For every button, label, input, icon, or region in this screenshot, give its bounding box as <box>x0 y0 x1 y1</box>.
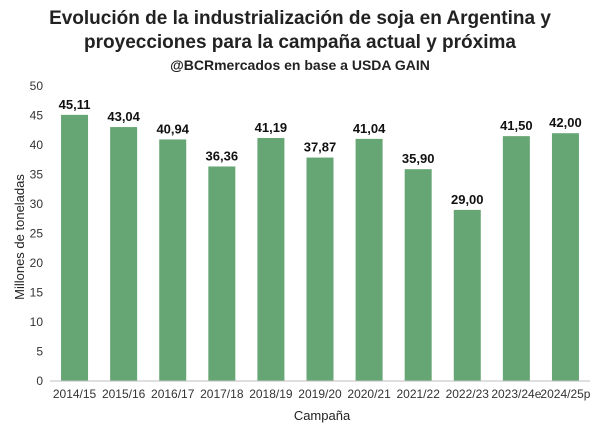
bar <box>61 114 89 381</box>
bar-value-label: 42,00 <box>549 115 582 130</box>
y-tick-label: 0 <box>36 374 43 388</box>
y-axis: 0 5 10 15 20 25 30 35 40 45 50 <box>30 79 44 388</box>
x-tick-label: 2022/23 <box>446 387 490 401</box>
bar-value-label: 43,04 <box>107 109 140 124</box>
bar <box>355 138 383 381</box>
bars: 45,11 43,04 40,94 36,36 41,19 37,87 41,04 35,90… <box>59 97 582 382</box>
bar-value-label: 37,87 <box>304 140 337 155</box>
chart-subtitle: @BCRmercados en base a USDA GAIN <box>170 57 430 73</box>
bar-value-label: 41,50 <box>500 118 533 133</box>
bar-value-label: 41,04 <box>353 121 386 136</box>
x-axis-label: Campaña <box>294 408 351 423</box>
x-tick-label: 2015/16 <box>102 387 146 401</box>
chart-title-line2: proyecciones para la campaña actual y pr… <box>84 32 516 53</box>
bar <box>502 136 530 381</box>
y-tick-label: 20 <box>30 256 44 270</box>
x-axis: 2014/15 2015/16 2016/17 2017/18 2018/19 2019/… <box>50 380 591 401</box>
x-tick-label: 2018/19 <box>249 387 293 401</box>
x-tick-label: 2016/17 <box>151 387 195 401</box>
y-tick-label: 15 <box>30 286 44 300</box>
bar <box>110 127 138 382</box>
bar <box>257 137 285 381</box>
chart-title: Evolución de la industrialización de soj… <box>49 8 551 29</box>
y-tick-label: 5 <box>36 345 43 359</box>
x-tick-label: 2017/18 <box>200 387 244 401</box>
bar <box>306 157 334 381</box>
bar <box>208 166 236 381</box>
bar <box>453 209 481 381</box>
bar <box>159 139 187 381</box>
y-tick-label: 10 <box>30 315 44 329</box>
x-tick-label: 2023/24e <box>491 387 541 401</box>
y-tick-label: 35 <box>30 168 44 182</box>
y-tick-label: 30 <box>30 197 44 211</box>
y-tick-label: 25 <box>30 227 44 241</box>
bar-value-label: 41,19 <box>255 120 288 135</box>
y-tick-label: 45 <box>30 109 44 123</box>
x-tick-label: 2020/21 <box>347 387 391 401</box>
x-tick-label: 2024/25p <box>540 387 590 401</box>
x-tick-label: 2019/20 <box>298 387 342 401</box>
bar-value-label: 40,94 <box>156 121 189 136</box>
bar-value-label: 36,36 <box>206 148 239 163</box>
bar-value-label: 45,11 <box>59 97 91 112</box>
x-tick-label: 2014/15 <box>53 387 97 401</box>
x-tick-label: 2021/22 <box>396 387 440 401</box>
y-tick-label: 50 <box>30 79 44 93</box>
y-tick-label: 40 <box>30 138 44 152</box>
bar <box>551 133 579 381</box>
bar <box>404 169 432 381</box>
bar-value-label: 29,00 <box>451 192 484 207</box>
bar-value-label: 35,90 <box>402 151 435 166</box>
y-axis-label: Millones de toneladas <box>12 174 27 300</box>
